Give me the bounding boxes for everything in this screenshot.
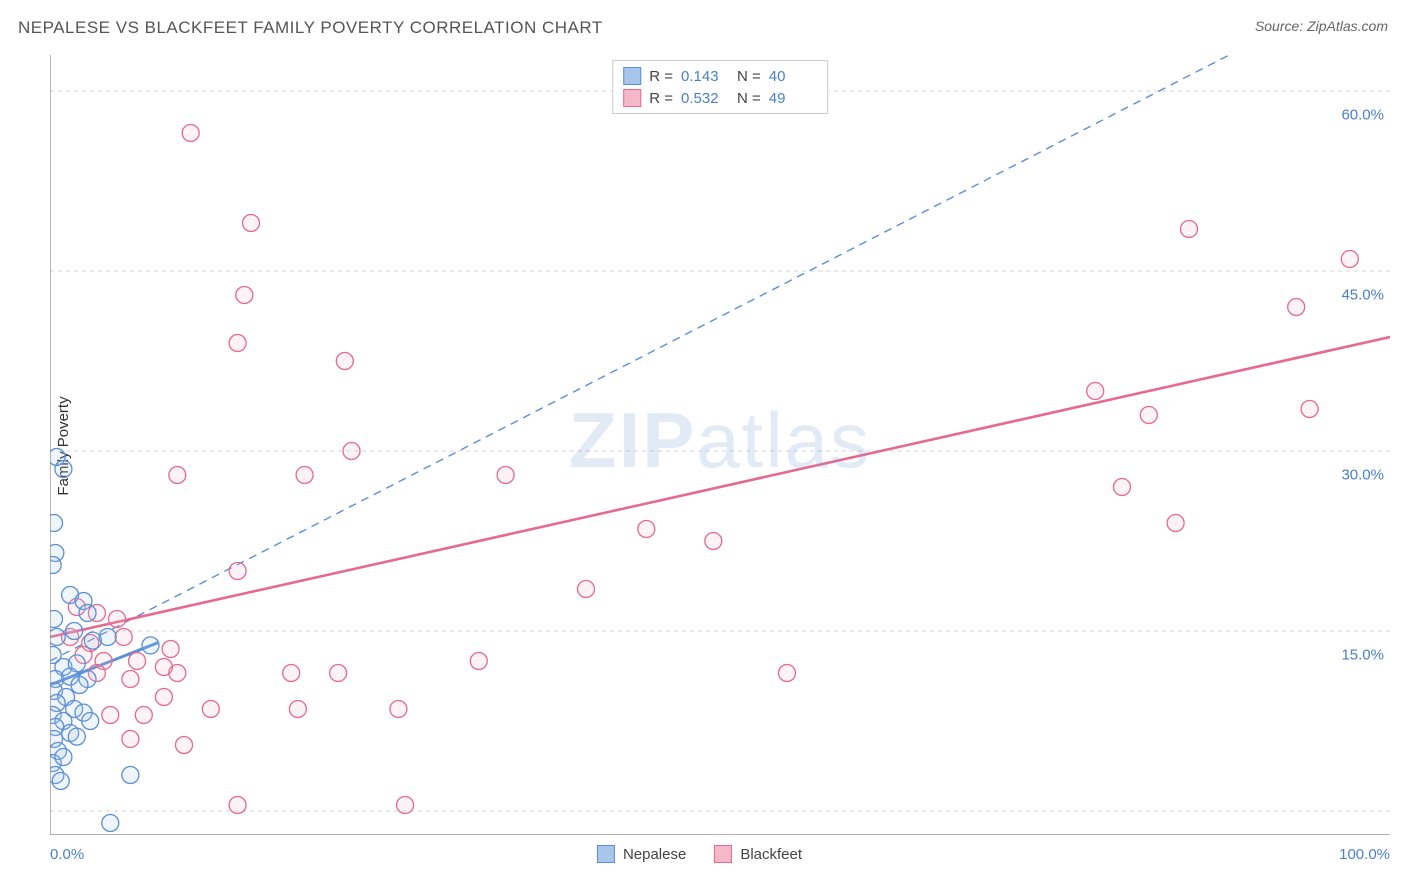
chart-svg: [50, 55, 1390, 835]
stat-r-value: 0.532: [681, 90, 729, 107]
y-tick-label: 30.0%: [1341, 467, 1384, 484]
legend-label: Nepalese: [623, 846, 686, 863]
legend-swatch: [714, 845, 732, 863]
stat-legend: R = 0.143 N = 40 R = 0.532 N = 49: [612, 60, 828, 114]
stat-row: R = 0.143 N = 40: [623, 65, 817, 87]
legend-item: Nepalese: [597, 845, 686, 863]
stat-swatch: [623, 67, 641, 85]
y-tick-label: 60.0%: [1341, 107, 1384, 124]
source-credit: Source: ZipAtlas.com: [1255, 18, 1388, 34]
legend-swatch: [597, 845, 615, 863]
stat-r-label: R =: [649, 90, 673, 107]
stat-r-value: 0.143: [681, 68, 729, 85]
chart-title: NEPALESE VS BLACKFEET FAMILY POVERTY COR…: [18, 18, 603, 38]
stat-n-label: N =: [737, 90, 761, 107]
stat-row: R = 0.532 N = 49: [623, 87, 817, 109]
stat-r-label: R =: [649, 68, 673, 85]
stat-n-label: N =: [737, 68, 761, 85]
stat-swatch: [623, 89, 641, 107]
y-tick-label: 45.0%: [1341, 287, 1384, 304]
x-tick-label: 100.0%: [1339, 846, 1390, 863]
y-tick-label: 15.0%: [1341, 647, 1384, 664]
legend-label: Blackfeet: [740, 846, 802, 863]
stat-n-value: 49: [769, 90, 817, 107]
stat-n-value: 40: [769, 68, 817, 85]
x-tick-label: 0.0%: [50, 846, 84, 863]
legend-item: Blackfeet: [714, 845, 802, 863]
bottom-legend: Nepalese Blackfeet: [597, 845, 802, 863]
chart-plot-area: ZIPatlas 15.0%30.0%45.0%60.0% 0.0%100.0%…: [50, 55, 1390, 835]
